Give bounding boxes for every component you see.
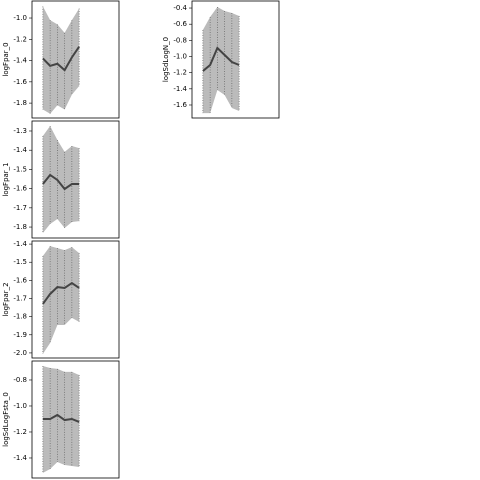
- plot-frame: [31, 360, 120, 479]
- y-tick-label: -1.0: [13, 402, 27, 410]
- plot-frame: [191, 0, 280, 119]
- interval-band: [42, 125, 80, 234]
- median-line: [42, 173, 80, 191]
- y-tick-label: -1.0: [13, 14, 27, 22]
- interval-band: [42, 6, 80, 114]
- panel: -1.3 -1.4 -1.5 -1.6 -1.7 -1.8 logFpar_1: [2, 120, 120, 239]
- y-tick-label: -1.9: [13, 331, 27, 339]
- y-tick-label: -1.2: [173, 69, 187, 77]
- y-tick-label: -2.0: [13, 349, 27, 357]
- y-tick-label: -1.5: [13, 258, 27, 266]
- y-axis-label: logFpar_1: [2, 162, 10, 196]
- y-tick-label: -0.4: [173, 4, 187, 12]
- y-tick-label: -1.7: [13, 204, 27, 212]
- y-axis-label: logFpar_2: [2, 282, 10, 316]
- y-tick-label: -1.4: [13, 454, 27, 462]
- panel: -1.4 -1.5 -1.6 -1.7 -1.8 -1.9 -2.0 logFpar_2: [2, 240, 120, 359]
- y-axis-label: logSdLogFsta_0: [2, 392, 10, 447]
- median-line: [202, 46, 240, 72]
- panel: -0.4 -0.6 -0.8 -1.0 -1.2 -1.4 -1.6 logSdLogN_0: [162, 0, 280, 119]
- y-tick-label: -1.2: [13, 428, 27, 436]
- y-tick-label: -1.4: [13, 240, 27, 248]
- interval-band: [42, 365, 80, 473]
- y-tick-label: -1.8: [13, 223, 27, 231]
- y-tick-label: -1.0: [173, 53, 187, 61]
- median-line: [42, 281, 80, 305]
- plot-frame: [31, 240, 120, 359]
- interval-band: [202, 7, 240, 114]
- plot-frame: [31, 120, 120, 239]
- y-tick-label: -1.8: [13, 99, 27, 107]
- panel: -1.0 -1.2 -1.4 -1.6 -1.8 logFpar_0: [2, 0, 120, 119]
- y-tick-label: -1.3: [13, 127, 27, 135]
- plot-frame: [31, 0, 120, 119]
- y-tick-label: -1.4: [13, 146, 27, 154]
- y-tick-label: -0.6: [173, 20, 187, 28]
- y-tick-label: -0.8: [13, 376, 27, 384]
- y-tick-label: -1.4: [173, 85, 187, 93]
- y-tick-label: -1.8: [13, 313, 27, 321]
- y-tick-label: -0.8: [173, 36, 187, 44]
- y-tick-label: -1.6: [13, 185, 27, 193]
- median-line: [42, 413, 80, 423]
- y-tick-label: -1.5: [13, 165, 27, 173]
- y-tick-label: -1.6: [13, 276, 27, 284]
- y-tick-label: -1.7: [13, 295, 27, 303]
- y-axis-label: logFpar_0: [2, 42, 10, 76]
- y-tick-label: -1.2: [13, 35, 27, 43]
- y-tick-label: -1.6: [173, 101, 187, 109]
- y-tick-label: -1.6: [13, 78, 27, 86]
- y-tick-label: -1.4: [13, 57, 27, 65]
- interval-band: [42, 246, 80, 354]
- y-axis-label: logSdLogN_0: [162, 37, 170, 82]
- median-line: [42, 46, 80, 72]
